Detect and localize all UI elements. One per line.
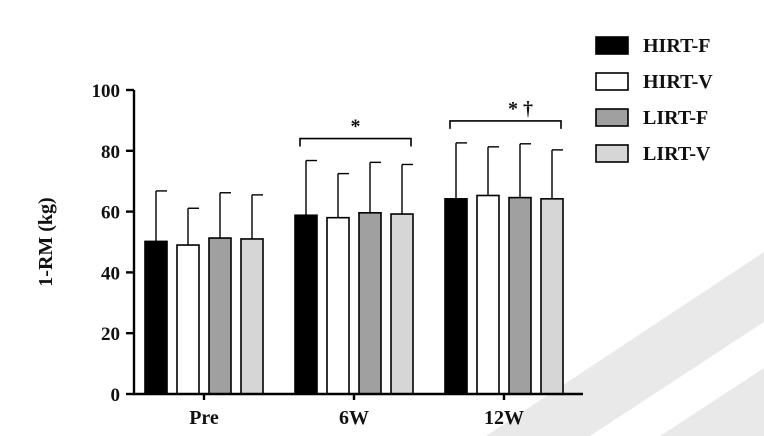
bar-hirt-f-12w: [444, 198, 468, 395]
x-category-label: 6W: [339, 407, 369, 429]
y-tick-label: 40: [101, 263, 120, 284]
bar-lirt-v-12w: [540, 198, 564, 395]
bar-lirt-f-pre: [208, 237, 232, 395]
y-tick-label: 60: [101, 203, 120, 224]
error-bars-layer: [155, 142, 563, 246]
legend-label: LIRT-V: [643, 143, 711, 165]
significance-marker: *: [351, 116, 361, 138]
bar-lirt-v-pre: [240, 238, 264, 395]
bar-hirt-f-pre: [144, 240, 168, 395]
legend-swatch: [595, 36, 629, 55]
y-ticks: 0 20 40 60 80 100: [92, 81, 134, 406]
legend-label: HIRT-F: [643, 35, 710, 57]
y-tick-label: 80: [101, 142, 120, 163]
bar-lirt-f-6w: [358, 212, 382, 395]
y-axis-label: 1-RM (kg): [35, 197, 57, 286]
legend-label: HIRT-V: [643, 71, 713, 93]
x-category-labels: Pre 6W 12W: [189, 394, 524, 429]
legend-label: LIRT-F: [643, 107, 708, 129]
bar-lirt-v-6w: [390, 213, 414, 395]
bar-hirt-v-6w: [326, 216, 350, 395]
axes: [132, 90, 583, 396]
bar-hirt-v-pre: [176, 244, 200, 395]
legend-swatch: [595, 108, 629, 127]
bar-lirt-f-12w: [508, 196, 532, 395]
significance-marker: * †: [508, 98, 533, 120]
bar-hirt-f-6w: [294, 214, 318, 395]
legend-swatch: [595, 144, 629, 163]
significance-annotations: * * †: [299, 98, 562, 147]
bar-hirt-v-12w: [476, 194, 500, 395]
significance-bracket: [449, 120, 562, 129]
x-category-label: 12W: [484, 407, 524, 429]
legend: HIRT-F HIRT-V LIRT-F LIRT-V: [595, 35, 713, 165]
bars-layer: [144, 194, 564, 395]
y-tick-label: 0: [111, 385, 121, 406]
y-tick-label: 100: [92, 81, 121, 102]
y-tick-label: 20: [101, 324, 120, 345]
significance-bracket: [299, 137, 412, 147]
x-category-label: Pre: [189, 407, 219, 429]
legend-swatch: [595, 72, 629, 91]
